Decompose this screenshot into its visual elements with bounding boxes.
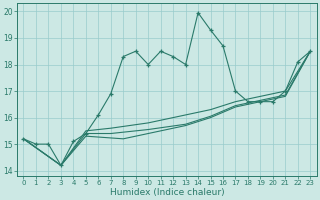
X-axis label: Humidex (Indice chaleur): Humidex (Indice chaleur) xyxy=(109,188,224,197)
